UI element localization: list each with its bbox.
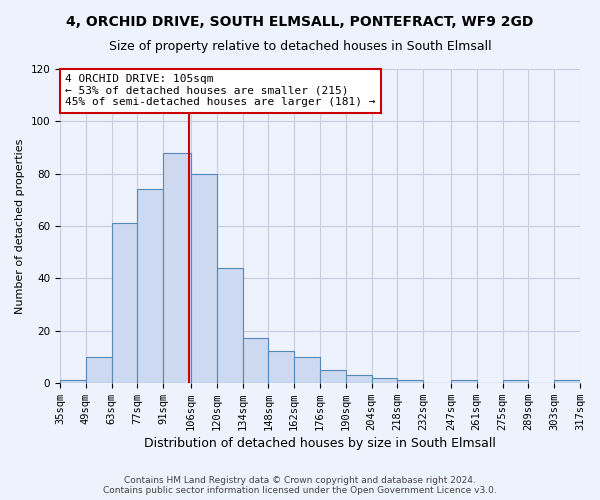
Y-axis label: Number of detached properties: Number of detached properties <box>15 138 25 314</box>
Bar <box>268 352 294 383</box>
Bar <box>371 378 397 383</box>
Bar <box>163 152 191 383</box>
Bar <box>191 174 217 383</box>
Bar <box>320 370 346 383</box>
Bar <box>503 380 529 383</box>
Bar <box>242 338 268 383</box>
Bar <box>346 375 371 383</box>
Text: 4 ORCHID DRIVE: 105sqm
← 53% of detached houses are smaller (215)
45% of semi-de: 4 ORCHID DRIVE: 105sqm ← 53% of detached… <box>65 74 376 108</box>
X-axis label: Distribution of detached houses by size in South Elmsall: Distribution of detached houses by size … <box>144 437 496 450</box>
Text: 4, ORCHID DRIVE, SOUTH ELMSALL, PONTEFRACT, WF9 2GD: 4, ORCHID DRIVE, SOUTH ELMSALL, PONTEFRA… <box>67 15 533 29</box>
Bar <box>554 380 580 383</box>
Text: Size of property relative to detached houses in South Elmsall: Size of property relative to detached ho… <box>109 40 491 53</box>
Bar <box>294 356 320 383</box>
Bar <box>137 190 163 383</box>
Bar <box>580 380 600 383</box>
Bar <box>397 380 423 383</box>
Bar <box>217 268 242 383</box>
Bar <box>112 224 137 383</box>
Bar <box>86 356 112 383</box>
Text: Contains HM Land Registry data © Crown copyright and database right 2024.
Contai: Contains HM Land Registry data © Crown c… <box>103 476 497 495</box>
Bar <box>451 380 477 383</box>
Bar <box>60 380 86 383</box>
